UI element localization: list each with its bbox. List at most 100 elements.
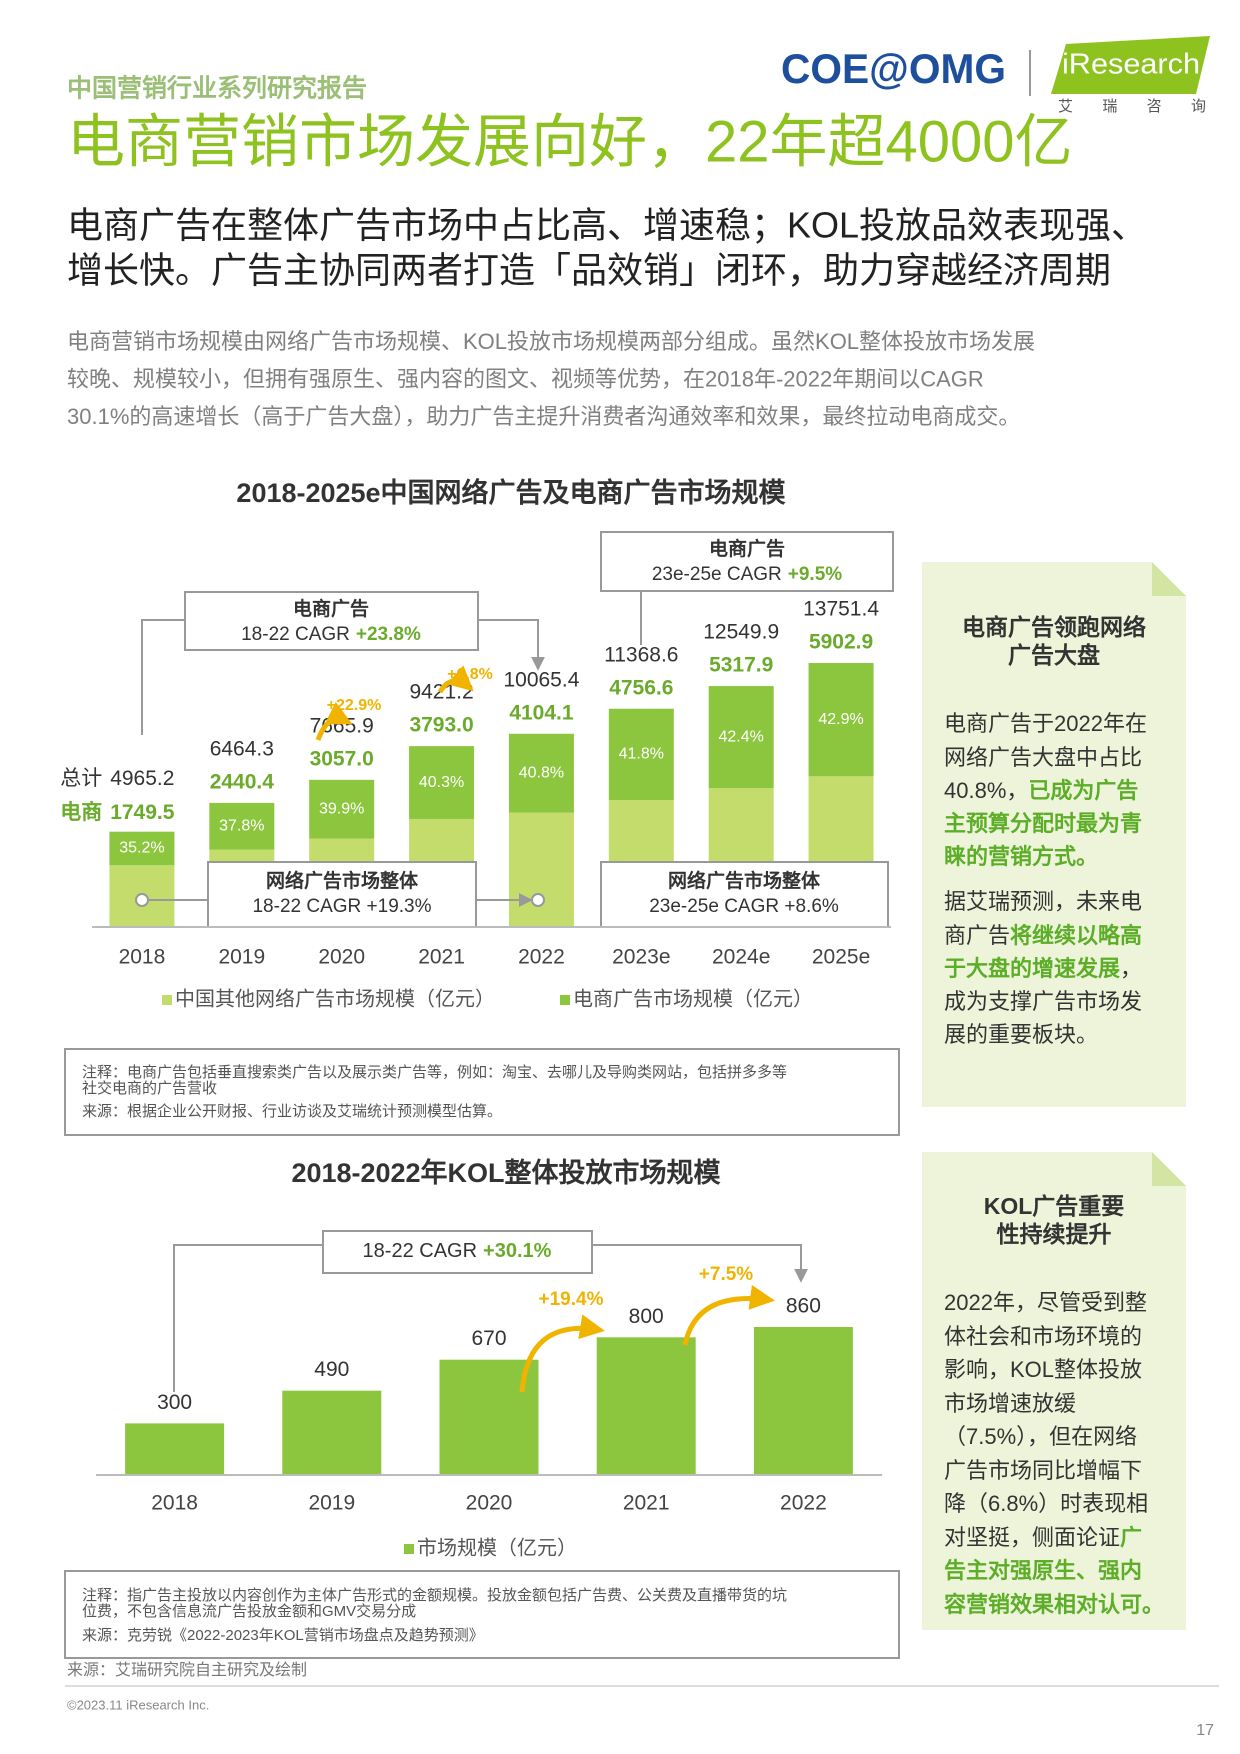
sidebar-line: 主预算分配时最为青 [944, 811, 1142, 836]
x-tick-label: 2020 [466, 1492, 513, 1515]
sidebar-title: 电商广告领跑网络 [962, 614, 1146, 640]
x-tick-label: 2018 [151, 1492, 198, 1515]
x-tick-label: 2021 [418, 946, 465, 969]
bar [282, 1390, 382, 1475]
logo-badge [1051, 36, 1210, 94]
cagr-text: 23e-25e CAGR [652, 564, 782, 585]
growth-label: +7.5% [699, 1264, 754, 1285]
sidebar-text: 40.8%， [944, 778, 1028, 803]
sidebar-line: （7.5%），但在网络 [944, 1424, 1137, 1449]
cagr-value: +23.8% [356, 624, 421, 645]
share-label: 35.2% [119, 840, 164, 857]
note-text: 位费，不包含信息流广告投放金额和GMV交易分成 [82, 1602, 416, 1620]
annotation-box [184, 591, 479, 651]
total-label: 11368.6 [604, 643, 678, 666]
sidebar-text: 商广告 [944, 923, 1010, 948]
chart-title: 2018-2022年KOL整体投放市场规模 [291, 1157, 720, 1188]
bar-segment [608, 708, 674, 801]
growth-arrow [315, 701, 353, 741]
x-tick-label: 2018 [119, 946, 166, 969]
value-label: 670 [471, 1327, 506, 1350]
x-tick-label: 2020 [318, 946, 365, 969]
total-label: 总计 4965.2 [60, 767, 174, 790]
bar-segment [508, 733, 574, 813]
intro-text: 电商营销市场规模由网络广告市场规模、KOL投放市场规模两部分组成。虽然KOL整体… [67, 329, 1035, 354]
connector [141, 619, 185, 735]
connector [478, 619, 545, 671]
intro-text: 较晚、规模较小，但拥有强原生、强内容的图文、视频等优势，在2018年-2022年… [67, 366, 984, 391]
x-tick-label: 2022 [780, 1492, 827, 1515]
annotation-box [600, 531, 894, 592]
annotation-title: 电商广告 [709, 537, 785, 560]
sidebar-emphasis: 容营销效果相对认可。 [944, 1592, 1164, 1617]
sidebar-line: 40.8%，已成为广告 [944, 778, 1138, 803]
value-label: 860 [786, 1295, 821, 1318]
sidebar-text: （7.5%），但在网络 [944, 1424, 1137, 1449]
value-label: 800 [629, 1305, 664, 1328]
sidebar-panel [922, 562, 1186, 1107]
sidebar-text: 展的重要板块。 [944, 1022, 1098, 1047]
note-text: 注释：电商广告包括垂直搜索类广告以及展示类广告等，例如：淘宝、去哪儿及导购类网站… [82, 1063, 787, 1081]
annotation-text: 18-22 CAGR +19.3% [252, 896, 431, 917]
subtitle: 增长快。广告主协同两者打造「品效销」闭环，助力穿越经济周期 [67, 250, 1111, 291]
sidebar-text: 成为支撑广告市场发 [944, 989, 1142, 1014]
cagr-text: 18-22 CAGR [241, 624, 350, 645]
sidebar-text: 电商广告于2022年在 [944, 711, 1147, 736]
total-value: 4965.2 [110, 767, 174, 790]
annotation-box [322, 1230, 593, 1274]
share-label: 41.8% [619, 746, 664, 763]
page-title: 电商营销市场发展向好，22年超4000亿 [67, 109, 1073, 174]
sidebar-emphasis: 于大盘的增速发展 [944, 956, 1120, 981]
growth-label: +19.4% [539, 1289, 604, 1310]
ecom-label: 电商 1749.5 [60, 800, 175, 824]
sidebar-text: 据艾瑞预测，未来电 [944, 889, 1142, 914]
series-label: 中国营销行业系列研究报告 [67, 74, 367, 103]
sidebar-emphasis: 告主对强原生、强内 [944, 1558, 1142, 1583]
sidebar-line: 对坚挺，侧面论证广 [944, 1525, 1142, 1550]
source-text: 来源：艾瑞研究院自主研究及绘制 [67, 1661, 307, 1679]
logo-text: COE@OMG [781, 45, 1006, 92]
sidebar-emphasis: 睐的营销方式。 [944, 844, 1098, 869]
share-label: 40.3% [419, 774, 464, 791]
legend-swatch [162, 995, 172, 1005]
ecom-label: 5902.9 [809, 631, 873, 654]
sidebar-fold [1152, 562, 1186, 596]
sidebar-fold [1152, 1152, 1186, 1186]
sidebar-line: 展的重要板块。 [944, 1022, 1098, 1047]
bar [753, 1327, 853, 1475]
share-label: 40.8% [519, 764, 564, 781]
ecom-prefix: 电商 [60, 800, 102, 824]
cagr-text: 18-22 CAGR [363, 1240, 478, 1262]
sidebar-line: 告主对强原生、强内 [944, 1558, 1142, 1583]
bar-segment [508, 812, 574, 927]
growth-label: +22.9% [327, 697, 382, 714]
bar-segment [209, 802, 275, 850]
note-text: 注释：指广告主投放以内容创作为主体广告形式的金额规模。投放金额包括广告费、公关费… [82, 1587, 787, 1604]
sidebar-line: 据艾瑞预测，未来电 [944, 889, 1142, 914]
sidebar-line: 降（6.8%）时表现相 [944, 1491, 1148, 1516]
sidebar-text: 对坚挺，侧面论证 [944, 1525, 1120, 1550]
total-label: 12549.9 [703, 621, 779, 644]
sidebar-text: 广告市场同比增幅下 [944, 1458, 1142, 1483]
x-tick-label: 2019 [308, 1492, 355, 1515]
sidebar-emphasis: 广 [1120, 1525, 1142, 1550]
growth-arrow [519, 1314, 605, 1393]
sidebar-line: 容营销效果相对认可。 [944, 1592, 1164, 1617]
legend-swatch [404, 1544, 414, 1554]
annotation-box [207, 861, 477, 928]
ecom-label: 4756.6 [609, 676, 673, 699]
bar-segment [409, 746, 475, 819]
copyright: ©2023.11 iResearch Inc. [67, 1697, 209, 1712]
note-box [64, 1048, 900, 1136]
marker-dot [135, 893, 149, 907]
ecom-label: 5317.9 [709, 654, 773, 677]
share-label: 42.4% [719, 728, 764, 745]
sidebar-text: 网络广告大盘中占比 [944, 745, 1142, 770]
ecom-label: 2440.4 [210, 770, 275, 793]
legend-label: 中国其他网络广告市场规模（亿元） [175, 987, 495, 1010]
x-tick-label: 2021 [623, 1492, 670, 1515]
sidebar-line: 电商广告于2022年在 [944, 711, 1147, 736]
sidebar-line: 于大盘的增速发展， [944, 956, 1142, 981]
legend-swatch [560, 995, 570, 1005]
